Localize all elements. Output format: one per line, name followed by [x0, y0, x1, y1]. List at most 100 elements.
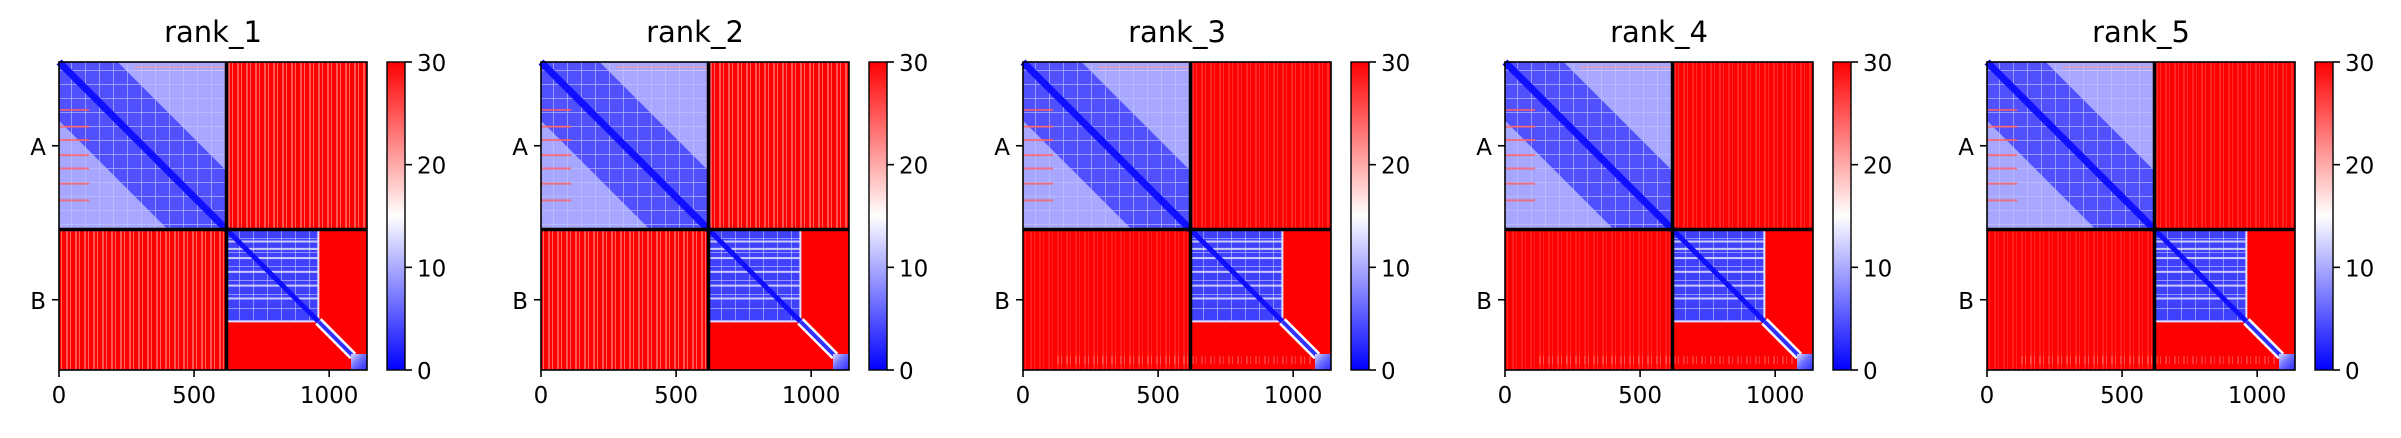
heatmap-panel-5: rank_5 A B 0 500 1000 0 10 20 30: [1958, 15, 2374, 409]
tail-diagonal: [798, 319, 837, 358]
chain-label-A: A: [1476, 135, 1492, 161]
tail-diagonal: [1762, 319, 1801, 358]
chain-b-diagonal: [1670, 227, 1767, 324]
colorbar-tick-label-10: 10: [417, 256, 446, 282]
corner-block: [2279, 354, 2295, 370]
chain-a-streak-4: [1987, 154, 2018, 157]
chain-b-line-2: [2154, 247, 2247, 250]
tail-diagonal: [1280, 319, 1319, 358]
colorbar-tick-label-20: 20: [2345, 154, 2374, 180]
colorbar-tick-label-0: 0: [2345, 359, 2360, 385]
chain-b-line-6: [226, 297, 319, 300]
x-tick-label-500: 500: [1136, 383, 1180, 409]
chain-a-streak-1: [1023, 108, 1054, 111]
chain-a-streak-1: [541, 108, 572, 111]
tail-diagonal: [316, 319, 355, 358]
x-tick-label-0: 0: [1980, 383, 1995, 409]
x-tick-label-1000: 1000: [2228, 383, 2287, 409]
tail-diagonal: [2244, 319, 2283, 358]
offdiag-block-top-right: [226, 62, 367, 230]
colorbar-tick-label-10: 10: [1381, 256, 1410, 282]
bottom-speckle: [2020, 356, 2275, 365]
corner-block: [833, 354, 849, 370]
x-tick-label-500: 500: [1618, 383, 1662, 409]
chain-b-line-1: [1190, 240, 1283, 243]
offdiag-block-top-right: [708, 62, 849, 230]
panel-title: rank_5: [2092, 15, 2190, 49]
chain-b-line-5: [1190, 284, 1283, 287]
offdiag-block-bottom-left: [1505, 229, 1673, 370]
chain-a-streak-5: [1505, 167, 1536, 170]
chain-b-line-5: [708, 284, 801, 287]
chain-a-streak-5: [1023, 167, 1054, 170]
heatmap-frame: [540, 61, 850, 371]
offdiag-block-top-right: [2154, 62, 2295, 230]
chain-a-streak-2: [541, 125, 572, 128]
heatmap-panel-1: rank_1 A B 0 500 1000 0 10 20 30: [30, 15, 446, 409]
chain-b-line-3: [1672, 257, 1765, 260]
chain-a-streak-7: [59, 199, 90, 202]
colorbar-tick-label-30: 30: [899, 51, 928, 77]
x-tick-label-0: 0: [1498, 383, 1513, 409]
chain-a-streak-1: [59, 108, 90, 111]
chain-label-B: B: [994, 289, 1010, 315]
colorbar-tick-label-30: 30: [417, 51, 446, 77]
chain-a-streak-2: [1505, 125, 1536, 128]
chain-b-diagonal: [706, 227, 803, 324]
chain-b-line-2: [1672, 247, 1765, 250]
colorbar-tick-label-20: 20: [1863, 154, 1892, 180]
chain-a-streak-2: [59, 125, 90, 128]
offdiag-block-bottom-left: [1023, 229, 1191, 370]
chain-label-A: A: [30, 135, 46, 161]
colorbar-frame: [1832, 61, 1852, 371]
chain-a-streak-3: [1023, 139, 1054, 142]
chain-a-diagonal: [1502, 59, 1675, 232]
x-tick-label-1000: 1000: [1746, 383, 1805, 409]
colorbar-tick-label-0: 0: [417, 359, 432, 385]
offdiag-block-bottom-left: [541, 229, 709, 370]
colorbar-tick-label-10: 10: [899, 256, 928, 282]
chain-a-top-band: [1580, 63, 1673, 74]
chain-b-line-4: [1672, 270, 1765, 273]
panel-title: rank_1: [164, 15, 262, 49]
chain-b-line-3: [1190, 257, 1283, 260]
chain-a-streak-3: [59, 139, 90, 142]
chain-label-A: A: [1958, 135, 1974, 161]
colorbar-tick-label-0: 0: [1863, 359, 1878, 385]
chain-b-line-3: [708, 257, 801, 260]
colorbar: [2315, 62, 2333, 370]
chain-b-line-6: [2154, 297, 2247, 300]
chain-a-streak-6: [541, 182, 572, 185]
chain-a-top-band: [2062, 63, 2155, 74]
chain-a-streak-7: [1987, 199, 2018, 202]
colorbar-frame: [1350, 61, 1370, 371]
chain-a-upper-light: [117, 62, 227, 171]
colorbar: [387, 62, 405, 370]
chain-b-line-2: [226, 247, 319, 250]
x-tick-label-1000: 1000: [782, 383, 841, 409]
colorbar-frame: [386, 61, 406, 371]
chain-a-streak-3: [1505, 139, 1536, 142]
chain-a-lower-light: [1023, 120, 1132, 230]
chain-b-line-4: [226, 270, 319, 273]
chain-b-diagonal: [1188, 227, 1285, 324]
colorbar-frame: [868, 61, 888, 371]
colorbar-tick-label-30: 30: [1863, 51, 1892, 77]
chain-a-streak-2: [1987, 125, 2018, 128]
chain-a-streak-2: [1023, 125, 1054, 128]
panel-title: rank_2: [646, 15, 744, 49]
chain-b-line-1: [2154, 240, 2247, 243]
chain-a-streak-3: [541, 139, 572, 142]
chain-a-lower-light: [1505, 120, 1614, 230]
colorbar-tick-label-30: 30: [1381, 51, 1410, 77]
colorbar-tick-label-30: 30: [2345, 51, 2374, 77]
chain-b-line-6: [708, 297, 801, 300]
chain-a-streak-4: [59, 154, 90, 157]
chain-a-streak-6: [1505, 182, 1536, 185]
colorbar-frame: [2314, 61, 2334, 371]
chain-a-streak-6: [1987, 182, 2018, 185]
x-tick-label-500: 500: [654, 383, 698, 409]
chain-b-line-5: [226, 284, 319, 287]
x-tick-label-0: 0: [52, 383, 67, 409]
